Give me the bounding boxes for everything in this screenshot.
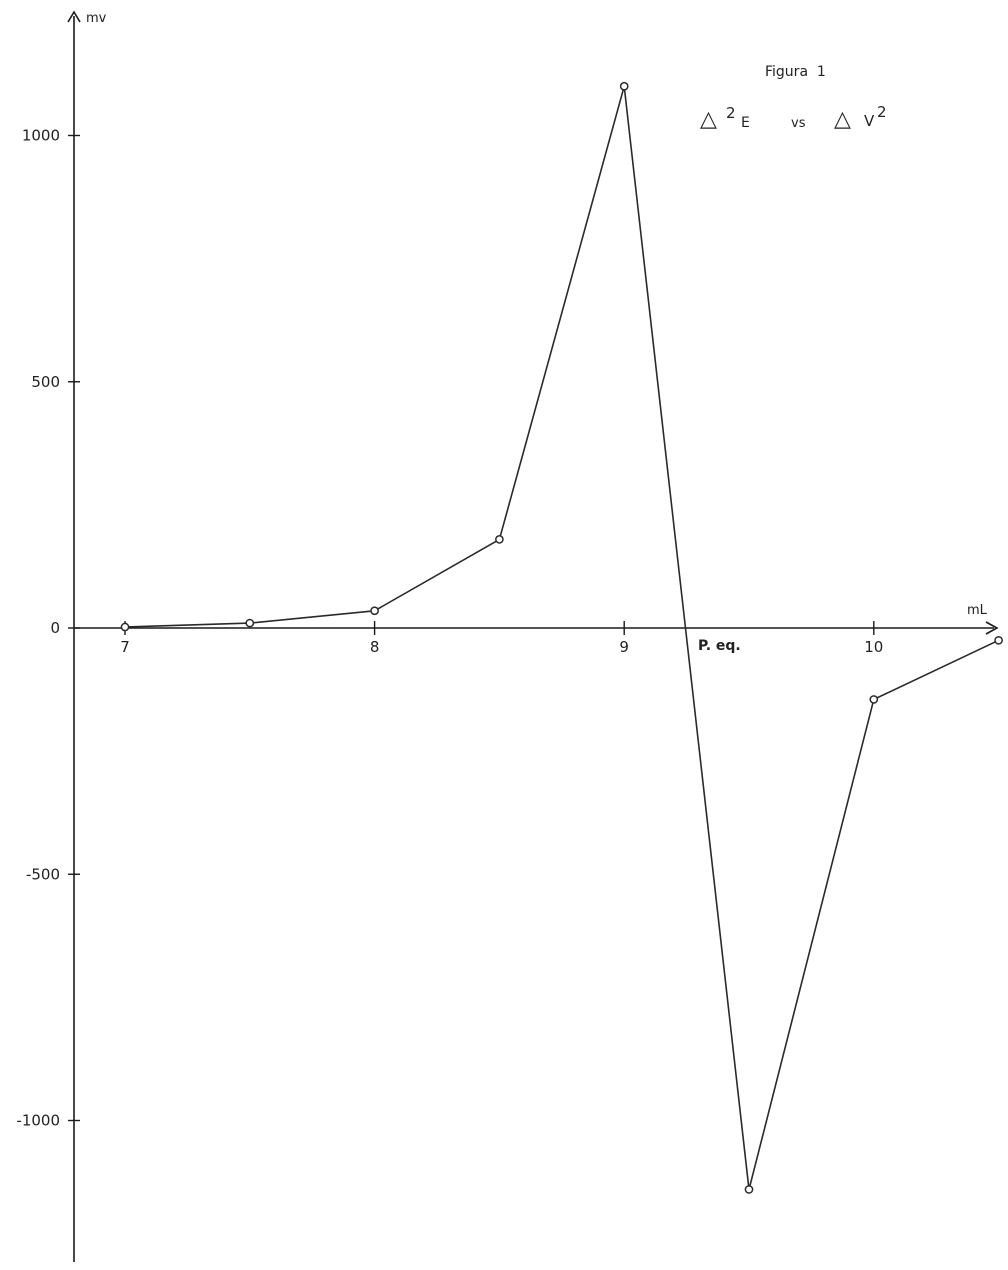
data-point	[994, 635, 1003, 645]
y-tick-label: 1000	[22, 127, 60, 145]
y-tick-label: 0	[50, 619, 60, 637]
data-point	[120, 622, 130, 632]
chart-title: Figura 1	[765, 64, 826, 80]
data-point	[619, 81, 629, 91]
data-point	[869, 695, 879, 704]
subtitle-vs: vs	[791, 116, 806, 131]
subtitle-left-superscript: 2	[726, 104, 736, 122]
x-tick-label: 8	[370, 638, 380, 656]
y-tick-label: -500	[26, 865, 60, 883]
x-axis-arrow	[985, 621, 999, 635]
ticks: 1000 500 0 -500 -1000 7 8 9 10	[16, 127, 883, 1130]
x-tick-label: 9	[619, 638, 629, 656]
delta-symbol-right: △	[834, 107, 851, 132]
y-tick-label: 500	[31, 373, 60, 391]
subtitle-left-text: E	[741, 115, 750, 131]
x-axis-label: mL	[967, 603, 988, 618]
chart-subtitle: △ 2 E vs △ V 2	[700, 103, 887, 132]
x-tick-label: 7	[120, 638, 130, 656]
y-axis-label: mv	[86, 11, 107, 26]
y-axis-arrow	[67, 10, 81, 23]
series-line	[124, 85, 999, 1191]
x-tick-label: 10	[864, 638, 883, 656]
equivalence-point-label: P. eq.	[698, 638, 741, 654]
subtitle-right-text: V	[864, 112, 875, 130]
data-point	[744, 1185, 754, 1194]
y-tick-label: -1000	[16, 1112, 60, 1130]
data-series	[120, 81, 1003, 1194]
delta-symbol-left: △	[700, 107, 717, 132]
data-point	[370, 606, 379, 616]
data-point	[495, 535, 504, 544]
subtitle-right-superscript: 2	[877, 103, 887, 121]
axes	[67, 10, 999, 1262]
data-point	[245, 618, 255, 628]
